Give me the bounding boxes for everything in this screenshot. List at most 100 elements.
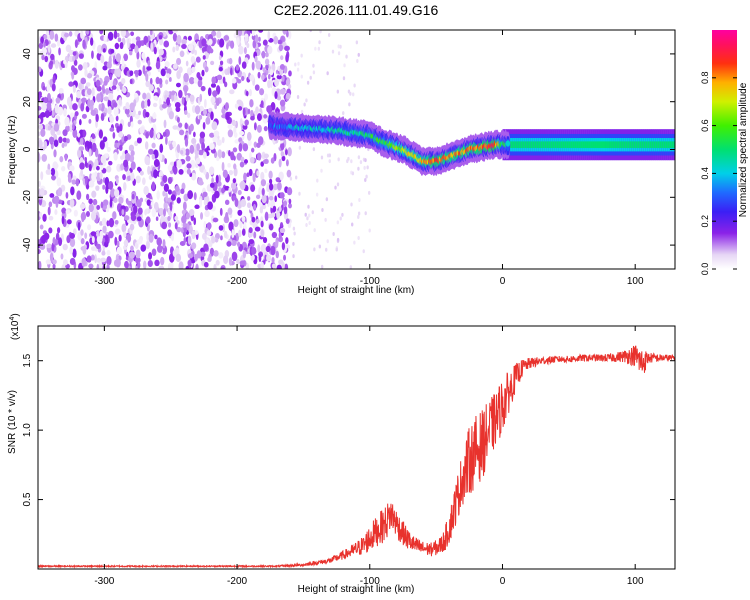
noise-cell (228, 221, 234, 231)
noise-cell (349, 265, 353, 269)
noise-cell (254, 256, 258, 262)
noise-cell (279, 192, 285, 199)
noise-cell (96, 205, 101, 210)
noise-cell (64, 153, 68, 162)
noise-cell (73, 228, 77, 236)
colorbar-label: Normalized spectral amplitude (738, 82, 749, 217)
noise-cell (233, 167, 238, 177)
noise-cell (85, 82, 91, 87)
noise-cell (351, 171, 355, 176)
noise-cell (82, 39, 86, 49)
ridge-band (542, 141, 545, 149)
noise-cell (116, 32, 120, 38)
noise-cell (271, 231, 278, 239)
noise-cell (227, 207, 233, 215)
noise-cell (269, 79, 273, 89)
ridge-band (671, 141, 674, 149)
noise-cell (203, 261, 209, 268)
noise-cell (84, 232, 88, 239)
noise-cell (121, 86, 127, 94)
noise-cell (153, 159, 160, 168)
noise-cell (103, 96, 109, 102)
noise-cell (187, 43, 194, 52)
noise-cell (130, 245, 134, 252)
noise-cell (303, 102, 306, 107)
noise-cell (129, 70, 134, 77)
noise-cell (247, 196, 251, 201)
noise-cell (164, 158, 168, 165)
noise-cell (211, 177, 214, 185)
noise-cell (183, 236, 187, 244)
noise-cell (162, 239, 166, 249)
noise-cell (62, 243, 68, 251)
noise-cell (185, 212, 190, 220)
noise-cell (342, 111, 345, 116)
noise-cell (285, 218, 290, 224)
noise-cell (171, 90, 176, 96)
noise-cell (77, 148, 82, 158)
noise-cell (154, 259, 160, 267)
noise-cell (203, 108, 207, 116)
noise-cell (48, 136, 55, 144)
noise-cell (141, 52, 146, 60)
noise-cell (236, 79, 242, 84)
ridge-band (528, 141, 531, 149)
noise-cell (300, 109, 304, 114)
noise-cell (212, 90, 218, 97)
noise-cell (276, 264, 282, 269)
noise-cell (107, 98, 112, 109)
noise-cell (102, 136, 108, 143)
noise-cell (293, 231, 296, 236)
noise-cell (72, 103, 78, 111)
noise-cell (241, 215, 246, 223)
noise-cell (105, 234, 108, 244)
noise-cell (218, 66, 223, 72)
noise-cell (285, 78, 290, 86)
noise-cell (194, 204, 200, 210)
noise-cell (357, 166, 360, 171)
noise-cell (79, 162, 85, 170)
noise-cell (313, 228, 316, 233)
noise-cell (253, 122, 257, 131)
noise-cell (191, 172, 197, 181)
noise-cell (38, 106, 42, 111)
noise-cell (305, 98, 308, 103)
noise-cell (109, 115, 115, 124)
noise-cell (106, 255, 112, 266)
noise-cell (185, 155, 191, 162)
noise-cell (246, 131, 252, 141)
noise-cell (219, 207, 223, 216)
spectrogram-y-label: Frequency (Hz) (7, 116, 18, 185)
noise-cell (275, 108, 280, 114)
noise-cell (123, 215, 130, 221)
noise-cell (231, 251, 238, 262)
noise-cell (121, 57, 125, 67)
noise-cell (84, 157, 88, 162)
noise-cell (43, 232, 50, 240)
noise-cell (204, 210, 210, 218)
noise-cell (178, 122, 183, 128)
ridge-band (580, 141, 583, 149)
noise-cell (155, 76, 160, 85)
noise-cell (199, 93, 203, 103)
noise-cell (238, 56, 242, 65)
ridge-band (613, 141, 617, 149)
noise-cell (276, 210, 281, 219)
snr-background (38, 326, 675, 569)
noise-cell (245, 90, 249, 97)
noise-cell (158, 35, 163, 40)
noise-cell (248, 168, 253, 177)
noise-cell (214, 237, 219, 243)
noise-cell (95, 79, 101, 87)
ridge-band (604, 141, 607, 149)
ridge-band (576, 141, 579, 149)
noise-cell (260, 261, 264, 269)
noise-cell (187, 235, 192, 245)
noise-cell (260, 100, 264, 108)
noise-cell (74, 39, 78, 49)
noise-cell (336, 237, 340, 242)
noise-cell (259, 206, 264, 214)
noise-cell (346, 159, 349, 164)
noise-cell (40, 112, 46, 118)
